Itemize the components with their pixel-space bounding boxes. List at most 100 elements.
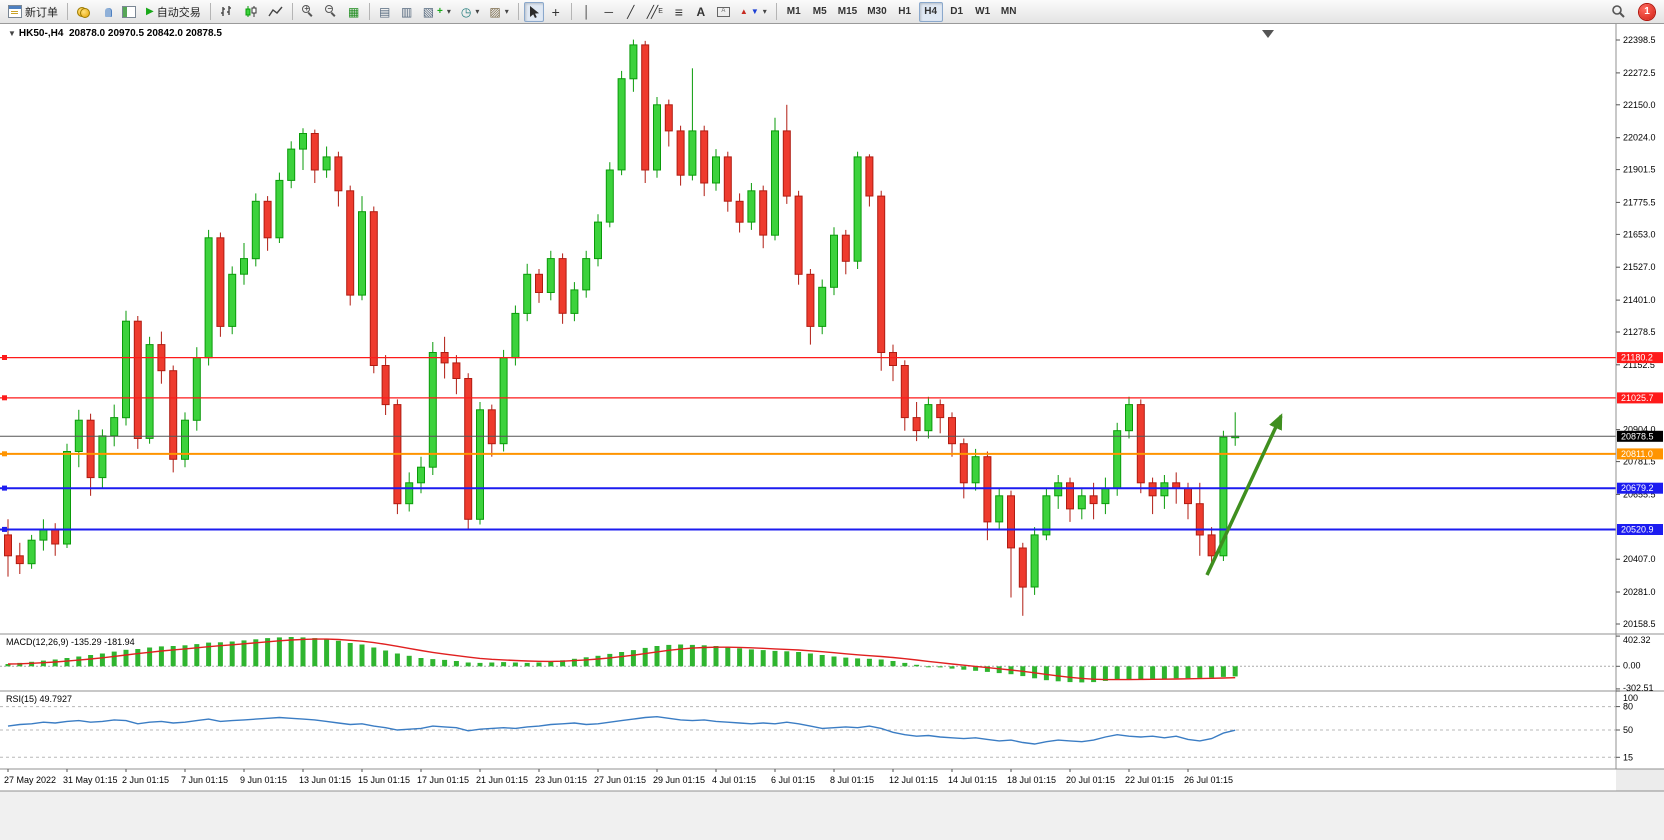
price-axis[interactable]: 22398.5 22272.5 22150.0 22024.0 21901.5 21775…: [1616, 35, 1656, 629]
horizontal-line-20520.9[interactable]: [0, 526, 1616, 532]
data-window-button[interactable]: [95, 2, 116, 22]
tile-windows-button[interactable]: ▤: [375, 2, 395, 22]
macd-main-value: -135.29: [71, 637, 102, 647]
new-chart-button[interactable]: ▧ + ▾: [419, 2, 455, 22]
svg-text:21 Jun 01:15: 21 Jun 01:15: [476, 775, 528, 785]
separator: [368, 3, 370, 20]
svg-text:20158.5: 20158.5: [1623, 619, 1656, 629]
timeframe-m30-button[interactable]: M30: [863, 2, 890, 22]
navigator-button[interactable]: [118, 2, 140, 22]
search-icon: [1612, 5, 1625, 18]
one-click-trading-icon[interactable]: ▼: [8, 29, 16, 38]
new-order-label: 新订单: [25, 6, 58, 19]
search-button[interactable]: [1607, 2, 1630, 22]
svg-text:6 Jul 01:15: 6 Jul 01:15: [771, 775, 815, 785]
price-tag-20520.9: 20520.9: [1617, 524, 1663, 535]
candlestick-mode-button[interactable]: [240, 2, 262, 22]
new-order-button[interactable]: 新订单: [4, 2, 62, 22]
grid-icon: ▦: [348, 4, 360, 19]
cascade-windows-icon: ▥: [401, 4, 413, 19]
horizontal-line-20811.0[interactable]: [0, 451, 1616, 457]
clock-icon: ◷: [460, 4, 472, 19]
svg-text:21527.0: 21527.0: [1623, 262, 1656, 272]
chart-canvas[interactable]: 22398.5 22272.5 22150.0 22024.0 21901.5 21775…: [0, 24, 1664, 840]
fibonacci-tool-button[interactable]: ≡: [669, 2, 689, 22]
macd-histogram: [5, 637, 1238, 683]
trend-arrow[interactable]: [1205, 413, 1283, 576]
svg-text:26 Jul 01:15: 26 Jul 01:15: [1184, 775, 1233, 785]
zoom-out-icon: −: [324, 4, 338, 18]
current-price-tag: 20878.5: [1617, 430, 1663, 442]
timeframe-mn-button[interactable]: MN: [997, 2, 1021, 22]
price-tag-20811.0: 20811.0: [1617, 448, 1663, 460]
timeframe-d1-button[interactable]: D1: [945, 2, 969, 22]
axis-corner-box: [1616, 769, 1664, 791]
play-icon: ▶: [146, 6, 154, 17]
arrows-tool-button[interactable]: ▲ ▼ ▾: [736, 2, 771, 22]
svg-text:4 Jul 01:15: 4 Jul 01:15: [712, 775, 756, 785]
label-tool-button[interactable]: A: [713, 2, 734, 22]
chart-window[interactable]: 22398.5 22272.5 22150.0 22024.0 21901.5 21775…: [0, 24, 1664, 840]
toolbar: 新订单 ▶ 自动交易 + − ▦ ▤ ▥ ▧ + ▾ ◷ ▾ ▨ ▾ + │ ─ ╱ ╱…: [0, 0, 1664, 24]
rsi-name: RSI(15): [6, 694, 38, 704]
trendline-tool-button[interactable]: ╱: [621, 2, 641, 22]
profiles-button[interactable]: ◷ ▾: [457, 2, 484, 22]
horizontal-line-21025.7[interactable]: [0, 395, 1616, 401]
price-tag-21025.7: 21025.7: [1617, 392, 1663, 404]
crosshair-tool-button[interactable]: +: [546, 2, 566, 22]
horizontal-line-21180.2[interactable]: [0, 355, 1616, 360]
timeframe-h1-button[interactable]: H1: [893, 2, 917, 22]
timeframe-w1-button[interactable]: W1: [971, 2, 995, 22]
new-chart-icon: ▧: [422, 4, 435, 19]
svg-text:17 Jun 01:15: 17 Jun 01:15: [417, 775, 469, 785]
crosshair-icon: +: [551, 3, 560, 20]
cascade-windows-button[interactable]: ▥: [397, 2, 417, 22]
svg-text:21152.5: 21152.5: [1623, 360, 1655, 370]
zoom-in-button[interactable]: +: [298, 2, 319, 22]
channel-tool-button[interactable]: ╱╱ E: [643, 2, 667, 22]
arrow-down-icon: ▼: [750, 7, 759, 16]
macd-axis-label: 0.00: [1623, 660, 1641, 670]
svg-text:7 Jun 01:15: 7 Jun 01:15: [181, 775, 228, 785]
svg-text:22024.0: 22024.0: [1623, 133, 1656, 143]
grid-button[interactable]: ▦: [344, 2, 364, 22]
svg-text:2 Jun 01:15: 2 Jun 01:15: [122, 775, 169, 785]
svg-text:21180.2: 21180.2: [1621, 353, 1653, 363]
auto-trading-button[interactable]: ▶ 自动交易: [142, 2, 205, 22]
tile-windows-icon: ▤: [379, 4, 391, 19]
bar-chart-icon: [220, 6, 231, 16]
new-order-icon: [8, 5, 22, 18]
rsi-axis-label: 50: [1623, 725, 1633, 735]
ohlc-values: 20878.0 20970.5 20842.0 20878.5: [68, 28, 222, 39]
auto-trading-label: 自动交易: [156, 6, 201, 19]
timeframe-m5-button[interactable]: M5: [808, 2, 832, 22]
vertical-line-tool-button[interactable]: │: [577, 2, 597, 22]
text-tool-button[interactable]: A: [691, 2, 711, 22]
line-chart-icon: [268, 6, 283, 17]
horizontal-line-20679.2[interactable]: [0, 485, 1616, 491]
templates-button[interactable]: ▨ ▾: [485, 2, 512, 22]
vertical-line-icon: │: [583, 4, 591, 19]
bar-chart-mode-button[interactable]: [216, 2, 238, 22]
line-chart-mode-button[interactable]: [264, 2, 287, 22]
svg-text:22150.0: 22150.0: [1623, 100, 1656, 110]
time-axis[interactable]: 27 May 2022 31 May 01:15 2 Jun 01:15 7 Jun …: [4, 769, 1233, 785]
macd-signal-line: [7, 638, 1236, 681]
svg-text:21401.0: 21401.0: [1623, 295, 1656, 305]
timeframe-m1-button[interactable]: M1: [782, 2, 806, 22]
svg-text:23 Jun 01:15: 23 Jun 01:15: [535, 775, 587, 785]
svg-text:20904.0: 20904.0: [1623, 425, 1656, 435]
notification-badge[interactable]: 1: [1639, 3, 1655, 20]
zoom-out-button[interactable]: −: [321, 2, 342, 22]
horizontal-line-tool-button[interactable]: ─: [599, 2, 619, 22]
data-window-icon: [99, 7, 112, 17]
cursor-tool-button[interactable]: [523, 1, 544, 22]
chevron-down-icon: ▾: [475, 7, 480, 16]
svg-text:29 Jun 01:15: 29 Jun 01:15: [653, 775, 705, 785]
timeframe-m15-button[interactable]: M15: [834, 2, 861, 22]
chart-shift-marker-icon[interactable]: [1262, 30, 1274, 38]
separator: [570, 3, 572, 20]
timeframe-h4-button[interactable]: H4: [918, 1, 943, 22]
market-watch-button[interactable]: [73, 2, 93, 22]
svg-text:21775.5: 21775.5: [1623, 197, 1656, 207]
